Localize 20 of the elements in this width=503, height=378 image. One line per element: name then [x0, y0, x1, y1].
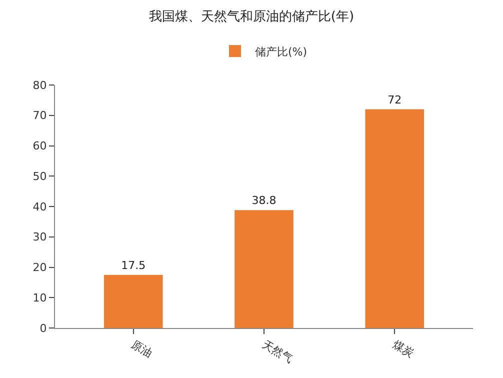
- y-tick-label: 50: [32, 170, 47, 183]
- y-tick-label: 20: [32, 261, 47, 274]
- data-label: 38.8: [252, 194, 276, 208]
- legend-label: 储产比(%): [255, 45, 308, 58]
- x-tick-label: 原油: [129, 338, 155, 360]
- y-tick-label: 0: [40, 322, 47, 335]
- bar: [234, 210, 294, 328]
- x-tick-label: 煤炭: [390, 338, 416, 360]
- data-label: 72: [388, 93, 402, 106]
- y-tick-label: 80: [32, 78, 47, 92]
- y-tick-label: 40: [32, 200, 47, 214]
- y-tick-label: 30: [32, 230, 47, 244]
- chart-title: 我国煤、天然气和原油的储产比(年): [148, 9, 354, 24]
- bar: [104, 274, 163, 328]
- y-tick-label: 70: [32, 109, 47, 122]
- y-tick-label: 10: [32, 291, 47, 304]
- data-label: 17.5: [121, 258, 146, 272]
- bar: [365, 109, 424, 328]
- x-tick-label: 天然气: [260, 338, 295, 366]
- y-tick-label: 60: [32, 140, 47, 153]
